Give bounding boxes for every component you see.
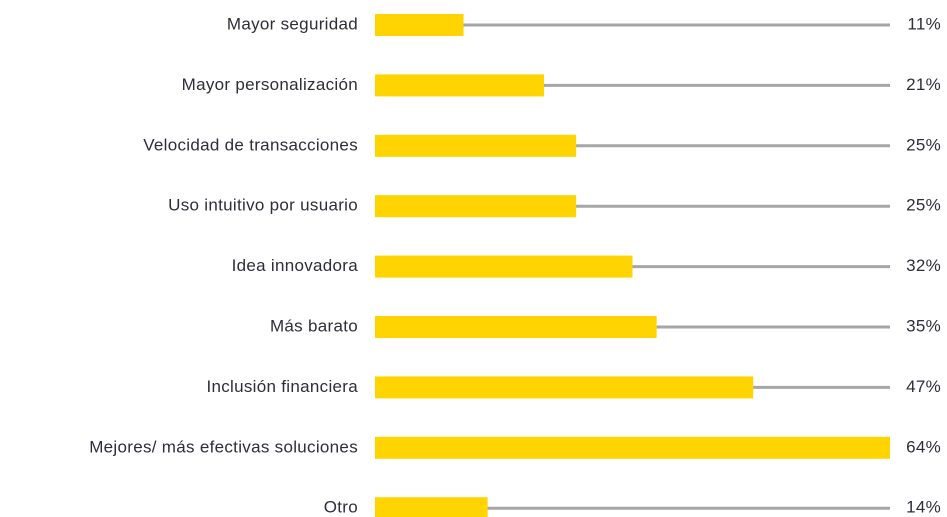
value-label: 47% bbox=[906, 377, 941, 396]
category-label: Mejores/ más efectivas soluciones bbox=[89, 437, 358, 456]
bar bbox=[375, 497, 488, 517]
bar bbox=[375, 14, 464, 36]
category-label: Idea innovadora bbox=[232, 256, 359, 275]
value-label: 64% bbox=[906, 437, 941, 456]
value-label: 25% bbox=[906, 135, 941, 154]
category-label: Inclusión financiera bbox=[206, 377, 358, 396]
category-label: Más barato bbox=[270, 316, 358, 335]
bar bbox=[375, 74, 544, 97]
value-label: 21% bbox=[906, 75, 941, 94]
bar bbox=[375, 436, 890, 459]
bar bbox=[375, 316, 657, 338]
bar bbox=[375, 376, 754, 399]
category-label: Velocidad de transacciones bbox=[143, 135, 358, 154]
category-label: Uso intuitivo por usuario bbox=[168, 196, 358, 215]
value-label: 32% bbox=[906, 256, 941, 275]
value-label: 14% bbox=[906, 498, 941, 517]
value-label: 25% bbox=[906, 196, 941, 215]
bar bbox=[375, 134, 577, 157]
bar bbox=[375, 255, 633, 278]
value-label: 11% bbox=[907, 14, 941, 33]
category-label: Mayor personalización bbox=[182, 75, 358, 94]
value-label: 35% bbox=[906, 316, 941, 335]
category-label: Otro bbox=[324, 498, 358, 517]
category-label: Mayor seguridad bbox=[227, 14, 358, 33]
bar bbox=[375, 195, 577, 218]
